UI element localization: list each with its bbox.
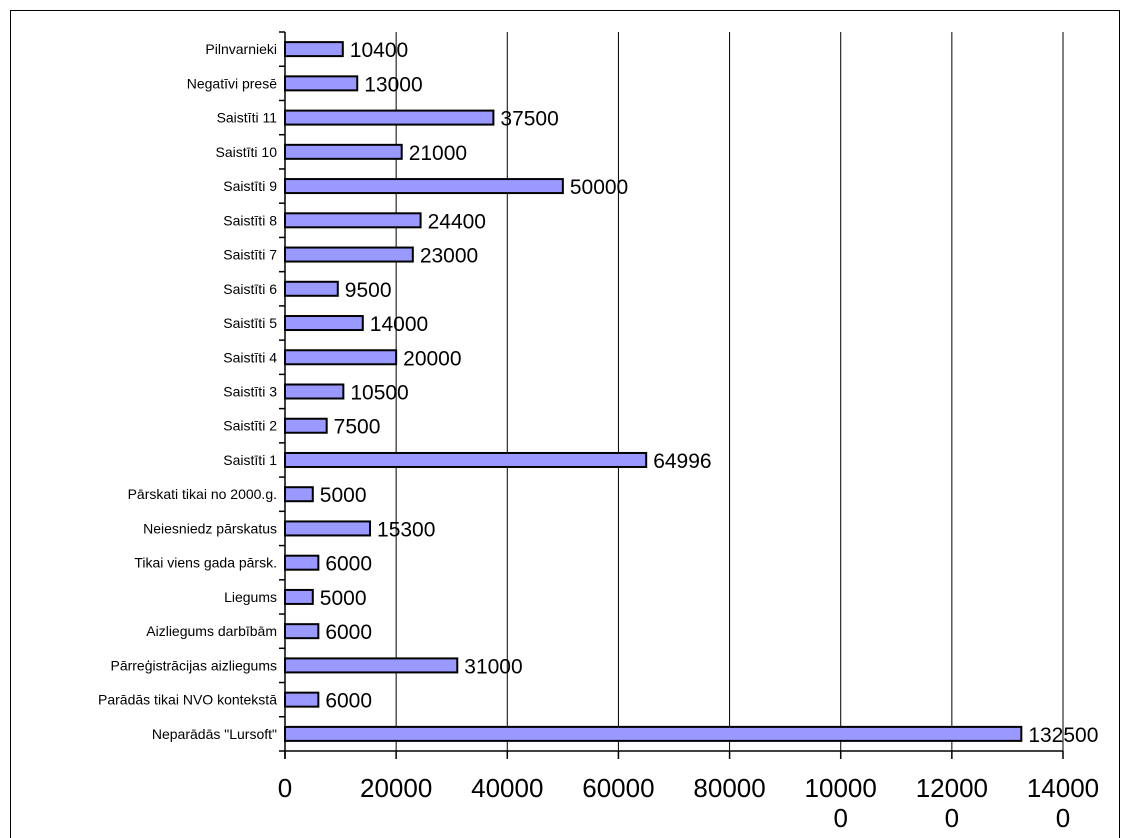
bar <box>284 143 403 160</box>
x-tick-label: 0 <box>278 773 292 803</box>
axes <box>279 31 1064 759</box>
bar <box>284 520 372 537</box>
bar <box>284 383 345 400</box>
bar <box>284 725 1023 742</box>
data-label: 5000 <box>320 587 367 610</box>
data-label: 24400 <box>428 210 486 233</box>
chart-frame <box>10 10 1120 838</box>
category-label: Pilnvarnieki <box>205 41 277 57</box>
data-labels: 10400 13000 37500 21000 50000 24400 23000 9500 1… <box>320 39 1099 747</box>
data-label: 37500 <box>500 108 558 131</box>
bar <box>284 246 414 263</box>
data-label: 9500 <box>345 279 392 302</box>
bars <box>284 41 1023 742</box>
data-label: 5000 <box>320 484 367 507</box>
bar <box>284 280 339 297</box>
category-label: Pārskati tikai no 2000.g. <box>128 486 277 502</box>
category-label: Neiesniedz pārskatus <box>143 520 277 536</box>
bar <box>284 315 364 332</box>
bar <box>284 657 459 674</box>
data-label: 10500 <box>350 382 408 405</box>
data-label: 13000 <box>364 73 422 96</box>
data-label: 132500 <box>1028 724 1098 747</box>
category-label: Neparādās "Lursoft" <box>152 726 277 742</box>
bar <box>284 623 320 640</box>
data-label: 7500 <box>334 416 381 439</box>
bar <box>284 109 495 126</box>
category-label: Negatīvi presē <box>187 75 277 91</box>
bar <box>284 554 320 571</box>
bar <box>284 588 314 605</box>
bar <box>284 486 314 503</box>
bar <box>284 212 422 229</box>
data-label: 6000 <box>325 621 372 644</box>
category-label: Saistīti 3 <box>223 384 277 400</box>
bar <box>284 691 320 708</box>
category-label: Saistīti 5 <box>223 315 277 331</box>
category-label: Liegums <box>224 589 277 605</box>
data-label: 21000 <box>409 142 467 165</box>
category-label: Saistīti 8 <box>223 212 277 228</box>
category-label: Saistīti 1 <box>223 452 277 468</box>
x-tick-label: 80000 <box>693 773 765 803</box>
data-label: 6000 <box>325 553 372 576</box>
data-label: 15300 <box>377 518 435 541</box>
bar <box>284 451 648 468</box>
data-label: 31000 <box>464 655 522 678</box>
data-label: 20000 <box>403 347 461 370</box>
x-tick-label: 20000 <box>360 773 432 803</box>
x-tick-label: 10000 0 <box>805 773 877 833</box>
x-tick-label: 60000 <box>582 773 654 803</box>
bar <box>284 75 359 92</box>
category-labels: Pilnvarnieki Negatīvi presē Saistīti 11 Sai… <box>98 41 277 742</box>
data-label: 50000 <box>570 176 628 199</box>
x-tick-label: 40000 <box>471 773 543 803</box>
category-label: Saistīti 4 <box>223 349 277 365</box>
category-label: Saistīti 7 <box>223 247 277 263</box>
bar <box>284 41 344 58</box>
data-label: 64996 <box>653 450 711 473</box>
category-label: Aizliegums darbībām <box>146 623 277 639</box>
category-label: Parādās tikai NVO kontekstā <box>98 692 277 708</box>
category-label: Saistīti 9 <box>223 178 277 194</box>
data-label: 23000 <box>420 245 478 268</box>
data-label: 6000 <box>325 690 372 713</box>
category-label: Saistīti 2 <box>223 418 277 434</box>
category-label: Pārreģistrācijas aizliegums <box>110 657 277 673</box>
category-label: Saistīti 6 <box>223 281 277 297</box>
data-label: 14000 <box>370 313 428 336</box>
bar <box>284 349 398 366</box>
x-tick-label: 14000 0 <box>1027 773 1099 833</box>
category-label: Saistīti 11 <box>217 110 278 126</box>
bar <box>284 178 564 195</box>
category-label: Tikai viens gada pārsk. <box>134 555 277 571</box>
gridlines <box>395 32 1064 751</box>
bar <box>284 417 328 434</box>
tick-labels: 0 20000 40000 60000 80000 10000 0 12000 0 14000 0 <box>278 773 1099 833</box>
x-tick-label: 12000 0 <box>916 773 988 833</box>
category-label: Saistīti 10 <box>216 144 278 160</box>
data-label: 10400 <box>350 39 408 62</box>
